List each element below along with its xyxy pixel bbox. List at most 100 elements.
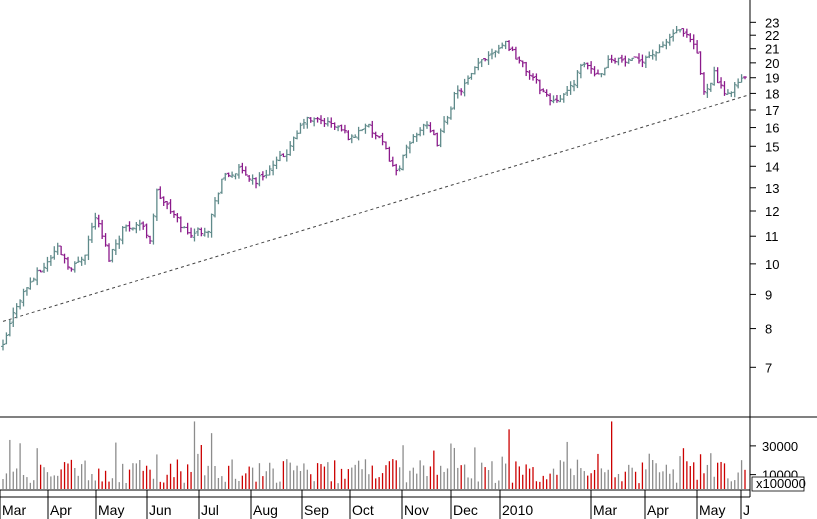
ohlc-bar <box>387 146 392 162</box>
ohlc-bar <box>274 156 279 170</box>
ohlc-bar <box>541 88 546 93</box>
ohlc-bar <box>390 156 395 167</box>
ohlc-bar <box>637 53 641 64</box>
ohlc-bar <box>736 78 741 89</box>
ohlc-bar <box>240 162 245 174</box>
ohlc-bar <box>250 174 255 185</box>
ohlc-bar <box>322 118 327 127</box>
ohlc-bar <box>158 186 163 200</box>
ohlc-bar <box>349 134 354 144</box>
ohlc-bar <box>496 44 501 54</box>
price-tick-label: 18 <box>765 86 779 101</box>
ohlc-bar <box>154 188 159 221</box>
ohlc-bar <box>698 51 703 75</box>
ohlc-bar <box>633 56 638 58</box>
month-label: May <box>699 502 725 518</box>
ohlc-bar <box>301 118 306 129</box>
ohlc-bar <box>288 141 293 156</box>
ohlc-bar <box>623 55 628 67</box>
ohlc-bar <box>548 93 553 106</box>
ohlc-bar <box>65 256 70 270</box>
month-label: Apr <box>50 502 72 518</box>
month-label: Mar <box>2 502 26 518</box>
ohlc-bar <box>397 165 402 172</box>
ohlc-bar <box>38 269 43 273</box>
ohlc-bar <box>107 243 111 262</box>
ohlc-bar <box>486 51 491 65</box>
ohlc-bar <box>650 49 655 60</box>
ohlc-bar <box>247 175 252 182</box>
ohlc-bar <box>719 77 724 89</box>
ohlc-bar <box>199 227 204 237</box>
ohlc-bar <box>226 172 231 178</box>
ohlc-bar <box>161 196 166 206</box>
month-label: Oct <box>352 502 374 518</box>
ohlc-bar <box>195 227 200 237</box>
ohlc-bar <box>315 116 320 123</box>
ohlc-bar <box>616 57 621 66</box>
ohlc-bar <box>165 201 170 210</box>
ohlc-bar <box>52 246 57 260</box>
ohlc-bar <box>76 256 81 263</box>
ohlc-bar <box>202 227 207 237</box>
ohlc-bar <box>110 248 115 263</box>
ohlc-bar <box>148 235 153 244</box>
ohlc-bar <box>609 54 614 63</box>
ohlc-bar <box>257 172 262 187</box>
ohlc-bar <box>373 131 378 140</box>
ohlc-bar <box>732 82 737 98</box>
ohlc-bar <box>151 213 156 245</box>
ohlc-bar <box>578 63 583 79</box>
ohlc-bar <box>223 172 228 181</box>
month-label: Apr <box>647 502 669 518</box>
ohlc-bar <box>319 115 323 125</box>
ohlc-bar <box>414 132 419 142</box>
ohlc-bar <box>55 242 60 255</box>
ohlc-bar <box>213 197 217 218</box>
ohlc-bar <box>678 29 683 33</box>
ohlc-bar <box>281 153 286 158</box>
price-tick-label: 20 <box>765 56 779 71</box>
ohlc-bar <box>425 121 429 129</box>
ohlc-bar <box>59 245 64 256</box>
ohlc-bar <box>725 89 730 95</box>
ohlc-bar <box>175 212 180 223</box>
ohlc-bar <box>493 50 498 58</box>
ohlc-bar <box>599 73 604 78</box>
ohlc-bar <box>189 227 194 238</box>
month-label: Dec <box>453 502 478 518</box>
ohlc-bar <box>353 134 358 138</box>
ohlc-bar <box>708 82 713 92</box>
ohlc-bar <box>568 81 573 95</box>
ohlc-bar <box>476 57 481 71</box>
ohlc-bar <box>524 61 529 77</box>
ohlc-bar <box>137 219 142 231</box>
ohlc-bar <box>219 178 224 194</box>
month-label: J <box>743 502 750 518</box>
support-trendline <box>2 94 749 322</box>
ohlc-bar <box>260 171 265 181</box>
ohlc-bar <box>236 164 241 179</box>
ohlc-bar <box>507 40 512 52</box>
ohlc-bar <box>305 116 310 129</box>
ohlc-bar <box>462 78 467 97</box>
ohlc-bar <box>442 116 447 134</box>
month-label: Jun <box>149 502 172 518</box>
ohlc-bar <box>489 48 494 60</box>
ohlc-bar <box>7 319 12 337</box>
ohlc-bar <box>459 88 464 96</box>
ohlc-bar <box>62 253 67 264</box>
ohlc-bar <box>370 120 375 138</box>
ohlc-bar <box>466 75 471 85</box>
ohlc-bar <box>380 132 385 146</box>
ohlc-bar <box>28 277 33 290</box>
ohlc-bar <box>31 277 36 282</box>
ohlc-bar <box>96 214 101 228</box>
ohlc-bar <box>643 55 648 69</box>
ohlc-bar <box>479 59 484 68</box>
month-label: Sep <box>304 502 329 518</box>
ohlc-bar <box>35 267 40 286</box>
ohlc-bar <box>589 61 594 74</box>
ohlc-bar <box>674 25 679 34</box>
